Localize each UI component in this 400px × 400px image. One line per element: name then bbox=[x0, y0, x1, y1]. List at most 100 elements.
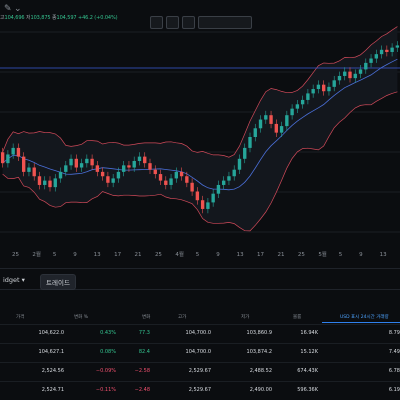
candle-body bbox=[27, 167, 31, 172]
chart-menu-icon[interactable]: ✎ bbox=[4, 4, 12, 14]
candle-body bbox=[174, 171, 178, 179]
legend-open: 104,696 bbox=[4, 15, 25, 21]
x-tick-label: 13 bbox=[380, 252, 387, 258]
candle-body bbox=[0, 152, 5, 164]
candles bbox=[0, 41, 400, 214]
candle-body bbox=[395, 45, 400, 48]
x-tick-label: 13 bbox=[237, 252, 244, 258]
bollinger-upper-line bbox=[2, 26, 398, 158]
x-tick-label: 9 bbox=[359, 252, 363, 258]
timeframe-selector[interactable] bbox=[198, 16, 252, 29]
candle-body bbox=[227, 176, 231, 181]
header-high[interactable]: 고가 bbox=[178, 315, 187, 320]
candle-body bbox=[216, 184, 221, 194]
table-cell: 15.12K bbox=[300, 349, 318, 355]
candle-body bbox=[127, 165, 131, 168]
candle-body bbox=[158, 174, 163, 181]
candle-body bbox=[237, 158, 242, 170]
candle-body bbox=[279, 126, 284, 133]
candle-body bbox=[64, 165, 68, 172]
candle-body bbox=[343, 71, 347, 76]
x-axis: 25 2월 5 9 13 17 21 25 4월 5 9 13 17 21 25 5월 5 9 13 bbox=[12, 250, 387, 258]
candle-body bbox=[143, 156, 147, 164]
chart-type-icon[interactable] bbox=[150, 16, 163, 29]
settings-icon[interactable] bbox=[182, 16, 195, 29]
x-tick-label: 4월 bbox=[175, 250, 184, 258]
x-tick-label: 5 bbox=[339, 252, 343, 258]
candle-body bbox=[332, 80, 336, 87]
header-price[interactable]: 가격 bbox=[16, 315, 25, 320]
candle-body bbox=[232, 169, 236, 177]
watchlist-tabs: idget ▾ 트레이드 bbox=[0, 268, 400, 290]
header-low[interactable]: 저가 bbox=[241, 315, 250, 320]
x-tick-label: 17 bbox=[257, 252, 264, 258]
x-tick-label: 9 bbox=[216, 252, 220, 258]
candle-body bbox=[22, 156, 26, 172]
candle-body bbox=[111, 178, 115, 183]
table-cell: 0.43% bbox=[100, 330, 116, 336]
candle-body bbox=[132, 160, 136, 168]
x-tick-label: 5월 bbox=[318, 250, 327, 258]
candle-body bbox=[390, 47, 394, 52]
table-cell: −2.48 bbox=[134, 387, 150, 393]
candle-body bbox=[74, 158, 78, 168]
table-cell: 674.43K bbox=[297, 368, 318, 374]
candle-body bbox=[95, 165, 100, 172]
legend-open-label: 고 bbox=[0, 15, 5, 21]
candle-body bbox=[311, 89, 315, 94]
legend-high: 103,875 bbox=[30, 15, 51, 21]
candle-body bbox=[185, 176, 189, 183]
bollinger-lower-line bbox=[2, 91, 398, 232]
candle-body bbox=[79, 163, 84, 168]
tab-widget[interactable]: idget ▾ bbox=[3, 276, 25, 284]
table-cell: 2,524.56 bbox=[41, 368, 64, 374]
candle-body bbox=[211, 193, 215, 203]
candle-body bbox=[90, 158, 94, 166]
candle-body bbox=[248, 137, 252, 148]
candle-body bbox=[164, 180, 168, 185]
header-volume[interactable]: 볼륨 bbox=[293, 315, 302, 320]
header-change[interactable]: 변화 bbox=[142, 315, 151, 320]
table-row[interactable]: 2,524.71 −0.11% −2.48 2,529.67 2,490.00 596.3… bbox=[0, 381, 400, 398]
header-usd-volume[interactable]: USD 표시 24시간 거래량 bbox=[340, 315, 389, 320]
candle-body bbox=[169, 178, 173, 185]
x-tick-label: 25 bbox=[298, 252, 305, 258]
legend-close: 104,597 bbox=[56, 15, 77, 21]
candle-body bbox=[190, 182, 194, 192]
candle-body bbox=[153, 169, 157, 175]
table-cell: 2,529.67 bbox=[188, 387, 211, 393]
table-cell: 104,700.0 bbox=[185, 349, 211, 355]
candle-body bbox=[195, 191, 200, 201]
candle-body bbox=[243, 147, 247, 159]
candle-body bbox=[43, 180, 47, 185]
table-row[interactable]: 104,627.1 0.08% 82.4 104,700.0 103,874.2 15.1… bbox=[0, 343, 400, 360]
x-tick-label: 25 bbox=[155, 252, 162, 258]
top-toolbar: ✎ ⌄ bbox=[0, 0, 400, 20]
chevron-down-icon[interactable]: ⌄ bbox=[14, 4, 22, 14]
table-cell: 6.19 bbox=[388, 387, 400, 393]
table-cell: 104,700.0 bbox=[185, 330, 211, 336]
x-tick-label: 5 bbox=[196, 252, 200, 258]
table-cell: 0.08% bbox=[100, 349, 116, 355]
table-cell: 104,627.1 bbox=[38, 349, 64, 355]
candle-body bbox=[358, 69, 363, 74]
table-cell: 2,524.71 bbox=[41, 387, 64, 393]
header-change-pct[interactable]: 변화 % bbox=[74, 315, 88, 320]
tab-trade[interactable]: 트레이드 bbox=[40, 274, 76, 290]
candle-body bbox=[100, 171, 105, 177]
indicator-icon[interactable] bbox=[166, 16, 179, 29]
candle-body bbox=[200, 200, 205, 209]
price-chart[interactable]: 25 2월 5 9 13 17 21 25 4월 5 9 13 17 21 25 5월 5 9 13 bbox=[0, 22, 400, 262]
candle-body bbox=[337, 75, 342, 81]
candle-body bbox=[322, 84, 326, 92]
table-row[interactable]: 104,622.0 0.43% 77.3 104,700.0 103,860.9 16.9… bbox=[0, 324, 400, 341]
x-tick-label: 21 bbox=[277, 252, 284, 258]
candle-body bbox=[53, 178, 57, 188]
candle-body bbox=[327, 86, 331, 92]
x-tick-label: 17 bbox=[114, 252, 121, 258]
candle-body bbox=[122, 165, 126, 172]
table-cell: 82.4 bbox=[138, 349, 150, 355]
candle-body bbox=[32, 167, 36, 177]
candle-body bbox=[285, 115, 289, 127]
table-row[interactable]: 2,524.56 −0.09% −2.58 2,529.67 2,488.52 674.4… bbox=[0, 362, 400, 379]
